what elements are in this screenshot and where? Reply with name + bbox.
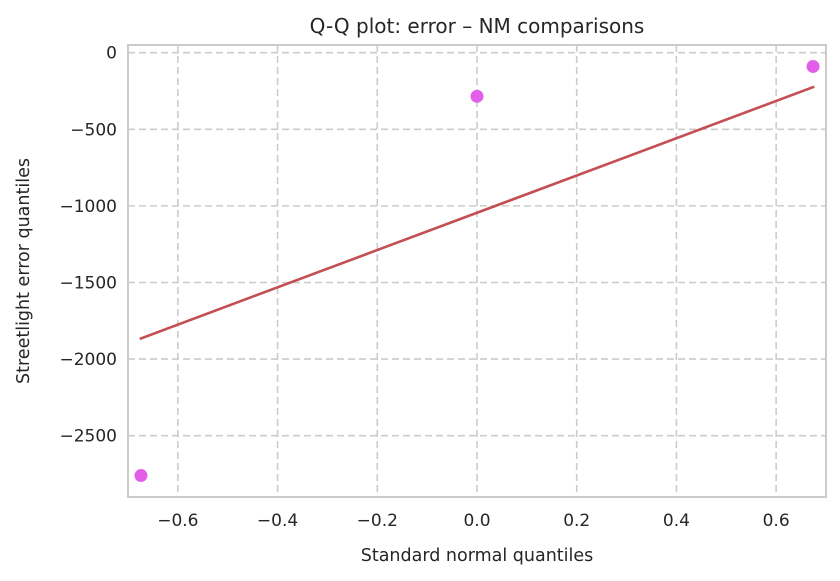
x-tick-label: 0.0 xyxy=(463,511,490,531)
y-tick-label: −2500 xyxy=(59,427,117,447)
x-tick-label: 0.6 xyxy=(763,511,790,531)
chart-title: Q-Q plot: error – NM comparisons xyxy=(310,14,645,38)
x-axis-label: Standard normal quantiles xyxy=(361,546,594,566)
data-point xyxy=(806,59,820,73)
grid xyxy=(128,45,826,497)
x-tick-label: 0.2 xyxy=(563,511,590,531)
data-point xyxy=(470,89,484,103)
y-tick-label: −500 xyxy=(70,120,117,140)
y-tick-label: −1500 xyxy=(59,273,117,293)
y-tick-label: −2000 xyxy=(59,350,117,370)
reference-line xyxy=(139,85,815,341)
data-point xyxy=(134,469,148,483)
tick-labels: −0.6 −0.4 −0.2 0.0 0.2 0.4 0.6 0 −500 −1000 −1500 −… xyxy=(59,44,789,531)
x-tick-label: −0.4 xyxy=(257,511,298,531)
x-tick-label: 0.4 xyxy=(663,511,690,531)
y-tick-label: −1000 xyxy=(59,197,117,217)
series-layer xyxy=(134,59,820,483)
y-tick-label: 0 xyxy=(106,44,117,64)
axes xyxy=(127,44,827,498)
plot-frame xyxy=(127,44,827,498)
y-axis-label: Streetlight error quantiles xyxy=(14,158,34,384)
x-tick-label: −0.2 xyxy=(357,511,398,531)
x-tick-label: −0.6 xyxy=(157,511,198,531)
